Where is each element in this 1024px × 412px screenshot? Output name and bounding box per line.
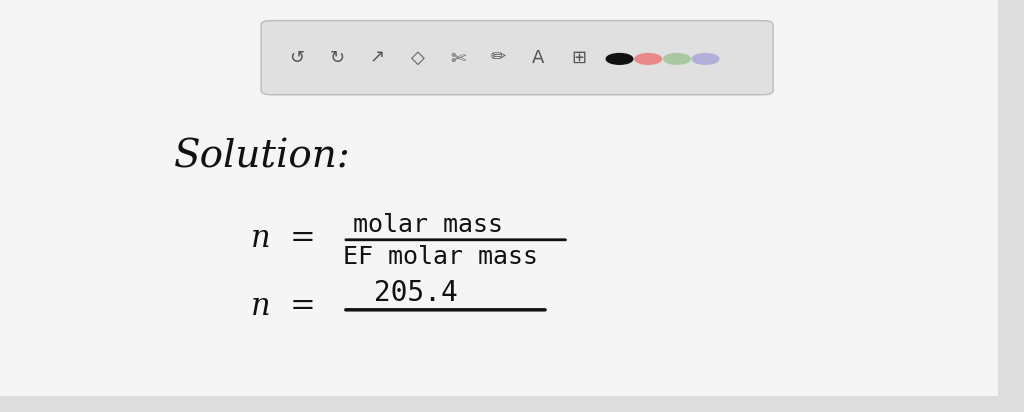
Circle shape (635, 54, 662, 64)
Circle shape (664, 54, 690, 64)
Bar (998, 0, 1024, 412)
Text: molar mass: molar mass (353, 213, 503, 236)
Text: ↗: ↗ (370, 49, 385, 67)
Text: EF molar mass: EF molar mass (343, 246, 538, 269)
Bar (0, 396, 1024, 412)
Circle shape (692, 54, 719, 64)
Text: n  =: n = (251, 291, 315, 323)
Text: ✏: ✏ (490, 49, 506, 67)
Circle shape (606, 54, 633, 64)
Text: 205.4: 205.4 (374, 279, 458, 307)
Text: ◇: ◇ (411, 49, 425, 67)
FancyBboxPatch shape (261, 21, 773, 95)
Text: ↺: ↺ (290, 49, 304, 67)
Text: ⊞: ⊞ (571, 49, 586, 67)
Text: n  =: n = (251, 223, 315, 255)
Text: ↻: ↻ (330, 49, 345, 67)
Text: ✄: ✄ (451, 49, 466, 67)
Text: Solution:: Solution: (174, 138, 351, 175)
Text: A: A (532, 49, 545, 67)
